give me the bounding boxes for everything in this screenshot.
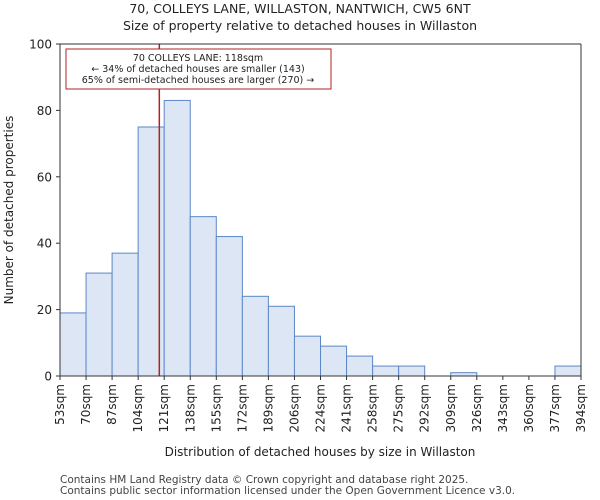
x-tick-label: 275sqm [392, 384, 406, 432]
x-tick-label: 241sqm [340, 384, 354, 432]
bar-172sqm [241, 295, 269, 377]
bar-104sqm [137, 126, 165, 377]
x-ticks: 53sqm 70sqm 87sqm 104sqm 121sqm 138sqm 155sqm 1… [53, 376, 588, 432]
footer-line2: Contains public sector information licen… [60, 485, 516, 497]
x-tick-label: 377sqm [548, 384, 562, 432]
x-tick-label: 53sqm [53, 384, 67, 425]
annotation-line1: 70 COLLEYS LANE: 118sqm [133, 53, 263, 64]
x-tick-label: 104sqm [131, 384, 145, 432]
x-tick-label: 292sqm [418, 384, 432, 432]
chart-title: 70, COLLEYS LANE, WILLASTON, NANTWICH, C… [129, 1, 471, 16]
y-axis-label: Number of detached properties [2, 116, 16, 305]
bar-206sqm [293, 335, 322, 377]
bar-258sqm [372, 365, 400, 377]
y-tick-label: 0 [44, 370, 52, 384]
y-tick-label: 80 [37, 104, 52, 118]
axes-group [59, 43, 582, 377]
x-tick-label: 87sqm [105, 384, 119, 425]
x-tick-label: 394sqm [574, 384, 588, 432]
bar-189sqm [267, 305, 295, 377]
x-tick-label: 70sqm [79, 384, 93, 425]
x-tick-label: 309sqm [444, 384, 458, 432]
x-tick-label: 189sqm [261, 384, 275, 432]
bar-224sqm [320, 345, 348, 377]
bar-70sqm [85, 272, 113, 377]
x-tick-label: 206sqm [287, 384, 301, 432]
bar-155sqm [215, 236, 243, 377]
annotation-border [65, 48, 332, 90]
bar-87sqm [111, 252, 139, 377]
bar-377sqm [554, 365, 582, 377]
x-tick-label: 155sqm [209, 384, 223, 432]
x-tick-label: 172sqm [235, 384, 249, 432]
x-tick-label: 326sqm [470, 384, 484, 432]
y-ticks: 0 20 40 60 80 100 [29, 38, 60, 384]
chart-subtitle: Size of property relative to detached ho… [122, 18, 478, 33]
chart-area: 0 20 40 60 80 100 53sqm 70sqm 87sqm 104sqm 121sqm… [2, 38, 588, 460]
y-tick-label: 60 [37, 170, 52, 184]
x-tick-label: 121sqm [157, 384, 171, 432]
bar-138sqm [189, 216, 217, 377]
annotation-line2: ← 34% of detached houses are smaller (14… [91, 64, 304, 75]
bar-241sqm [346, 355, 374, 377]
annotation-line3: 65% of semi-detached houses are larger (… [82, 75, 315, 86]
footer-line1: Contains HM Land Registry data © Crown c… [60, 474, 469, 486]
annotation-box: 70 COLLEYS LANE: 118sqm ← 34% of detache… [65, 48, 332, 90]
x-tick-label: 360sqm [522, 384, 536, 432]
y-tick-label: 40 [37, 237, 52, 251]
x-tick-label: 224sqm [314, 384, 328, 432]
bars-group [59, 99, 582, 377]
y-tick-label: 20 [37, 303, 52, 317]
x-tick-label: 258sqm [366, 384, 380, 432]
bar-53sqm [59, 312, 87, 377]
bar-121sqm [163, 99, 191, 377]
x-tick-label: 138sqm [183, 384, 197, 432]
x-axis-label: Distribution of detached houses by size … [165, 445, 476, 459]
y-tick-label: 100 [29, 38, 52, 52]
bar-275sqm [398, 365, 426, 377]
x-tick-label: 343sqm [496, 384, 510, 432]
